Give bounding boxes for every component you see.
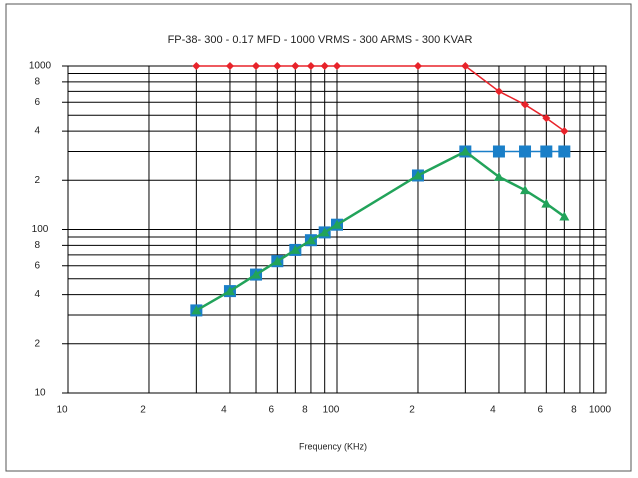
marker: [542, 114, 551, 123]
marker: [520, 185, 531, 195]
marker: [320, 62, 329, 70]
marker: [273, 62, 282, 70]
y-tick-label: 4: [34, 126, 40, 137]
x-tick-label: 6: [538, 405, 544, 416]
y-tick-label: 8: [34, 76, 40, 87]
marker: [560, 127, 569, 136]
marker: [493, 171, 504, 181]
marker: [413, 62, 422, 70]
marker: [319, 227, 330, 237]
x-tick-label: 2: [409, 405, 415, 416]
marker: [460, 146, 471, 156]
marker: [252, 62, 261, 70]
marker: [272, 256, 283, 266]
x-tick-label: 6: [269, 405, 275, 416]
y-tick-label: 4: [34, 289, 40, 300]
marker: [540, 145, 553, 158]
marker: [521, 100, 530, 109]
y-tick-label: 2: [34, 175, 40, 186]
marker: [306, 62, 315, 70]
marker: [191, 305, 202, 315]
series-line: [195, 150, 565, 312]
marker: [541, 198, 552, 208]
y-tick-label: 1000: [29, 61, 52, 72]
marker: [461, 62, 470, 70]
y-tick-label: 100: [32, 224, 49, 235]
x-tick-label: 4: [490, 405, 496, 416]
frame: [5, 3, 632, 472]
marker: [192, 62, 201, 70]
marker: [225, 62, 234, 70]
y-tick-label: 8: [34, 240, 40, 251]
marker: [559, 211, 570, 221]
x-tick-label: 8: [302, 405, 308, 416]
x-tick-label: 100: [323, 405, 340, 416]
marker: [333, 62, 341, 70]
x-tick-label: 8: [571, 405, 577, 416]
marker: [305, 235, 316, 245]
marker: [519, 145, 532, 158]
marker: [290, 244, 301, 254]
marker: [494, 87, 503, 96]
y-tick-label: 6: [34, 260, 40, 271]
x-tick-label: 2: [140, 405, 146, 416]
x-axis-label: Frequency (KHz): [299, 441, 367, 451]
x-tick-label: 10: [56, 405, 68, 416]
marker: [332, 219, 342, 229]
y-tick-label: 6: [34, 97, 40, 108]
marker: [224, 286, 235, 296]
marker: [558, 145, 571, 158]
marker: [291, 62, 300, 70]
series-line: [195, 150, 566, 312]
series-line: [196, 65, 565, 132]
marker: [412, 170, 423, 180]
y-tick-label: 2: [34, 338, 40, 349]
chart-title: FP-38- 300 - 0.17 MFD - 1000 VRMS - 300 …: [168, 34, 473, 46]
marker: [492, 145, 505, 158]
x-tick-label: 4: [221, 405, 227, 416]
y-tick-label: 10: [34, 388, 46, 399]
x-tick-label: 1000: [589, 405, 612, 416]
marker: [251, 269, 262, 279]
